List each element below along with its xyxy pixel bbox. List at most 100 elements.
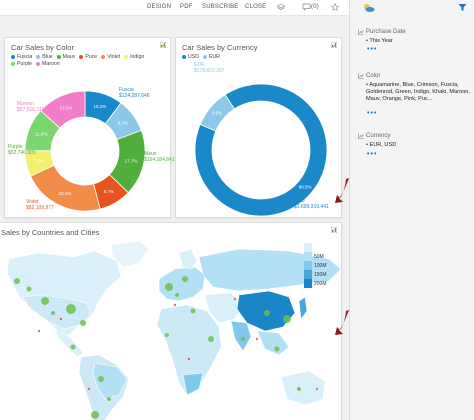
donut-slice-label: 7.0% [34, 158, 44, 163]
donut-slice-eur[interactable] [199, 94, 235, 132]
region-scandinavia [178, 248, 198, 270]
map-legend-swatch [304, 243, 312, 252]
filter-color-more-button[interactable]: ••• [367, 110, 378, 117]
pointer-arrow-icon [335, 310, 349, 335]
city-markers [14, 276, 301, 419]
layers-icon[interactable] [277, 3, 285, 11]
map-legend-swatch [304, 261, 312, 270]
city-marker [91, 411, 99, 419]
legend-label: Maroon [42, 61, 60, 67]
dashboard-canvas: Car Sales by Color Fuscia Blue Mauv Puce Vio… [0, 16, 349, 420]
legend-item[interactable]: Indigo [124, 54, 144, 60]
legend-label: EUR [208, 54, 220, 60]
world-map[interactable] [0, 239, 342, 420]
legend-label: Mauv [62, 54, 76, 60]
pdf-button[interactable]: PDF [180, 4, 193, 10]
region-brazil [92, 362, 128, 400]
legend-label: Fuscia [17, 54, 33, 60]
callout-maroon-name: Maroon [17, 101, 34, 107]
filter-currency-title[interactable]: Currency [366, 133, 391, 139]
city-markers-small [37, 297, 319, 391]
city-marker [182, 276, 188, 282]
callout-fuscia-name: Fuscia [119, 87, 134, 93]
close-button[interactable]: CLOSE [245, 4, 267, 10]
map-legend-row: 200M [304, 279, 327, 288]
legend-label: Purple [17, 61, 32, 67]
region-usa [22, 294, 92, 330]
chart-settings-icon[interactable] [331, 42, 337, 48]
legend-item[interactable]: EUR [202, 54, 220, 60]
map-legend-label: 150M [314, 271, 327, 278]
donut-slice-maroon[interactable] [40, 90, 86, 129]
legend-item[interactable]: Purple [11, 61, 32, 67]
map-legend-label: 200M [314, 280, 327, 287]
legend-item[interactable]: Blue [36, 54, 53, 60]
region-south-africa [182, 372, 204, 396]
map-legend-row: 100M [304, 261, 327, 270]
city-marker [241, 337, 245, 341]
filter-icon[interactable] [458, 3, 467, 12]
city-marker [107, 397, 111, 401]
city-marker [41, 297, 49, 305]
legend-item[interactable]: Maroon [36, 61, 60, 67]
legend-dot [182, 55, 186, 59]
filter-panel: Purchase Date • This Year ••• Color • Aq… [349, 0, 474, 420]
city-marker [187, 357, 191, 361]
legend-item[interactable]: Fuscia [11, 54, 32, 60]
city-marker [283, 315, 291, 323]
filter-purchase-date-title[interactable]: Purchase Date [366, 29, 406, 35]
currency-chart-legend: USD EUR [182, 54, 337, 61]
color-donut-chart: 10.2% 9.2% 17.7% 8.7% 22.1% 7.0% 11.6% 13.2% [24, 90, 146, 212]
chart-settings-icon[interactable] [331, 227, 337, 233]
map-legend: 50M 100M 150M 200M [304, 243, 327, 288]
legend-item[interactable]: Violet [101, 54, 120, 60]
filter-currency-more-button[interactable]: ••• [367, 151, 378, 158]
filter-purchase-date-more-button[interactable]: ••• [367, 46, 378, 53]
legend-item[interactable]: Puce [79, 54, 97, 60]
legend-label: Blue [42, 54, 53, 60]
donut-slice-label: 8.7% [104, 189, 114, 194]
city-marker [70, 344, 76, 350]
city-marker [66, 304, 76, 314]
chart-line-icon [358, 133, 364, 139]
city-marker [233, 297, 237, 301]
donut-slice-label: 17.7% [125, 158, 138, 163]
callout-purple-value: $52,740,001 [8, 150, 36, 156]
donut-slice-label: 11.6% [35, 131, 47, 136]
city-marker [98, 376, 104, 382]
region-southeast-asia [256, 330, 290, 356]
color-chart-title: Car Sales by Color [11, 43, 74, 52]
map-legend-row [304, 243, 327, 252]
city-marker [297, 387, 301, 391]
legend-item[interactable]: Mauv [56, 54, 76, 60]
map-legend-row: 150M [304, 270, 327, 279]
currency-chart-card: Car Sales by Currency USD EUR 90.5% 9.5% E… [175, 37, 342, 218]
subscribe-button[interactable]: SUBSCRIBE [202, 4, 239, 10]
design-button[interactable]: DESIGN [147, 4, 172, 10]
donut-slice-label: 9.2% [118, 121, 128, 126]
city-marker [173, 303, 177, 307]
filter-panel-header [350, 0, 474, 16]
star-icon[interactable] [331, 3, 339, 11]
filter-color-title[interactable]: Color [366, 73, 381, 79]
callout-purple-name: Purple [8, 144, 23, 150]
legend-dot [124, 55, 129, 59]
map-legend-swatch [304, 279, 312, 288]
chart-settings-icon[interactable] [160, 42, 166, 48]
region-greenland [110, 240, 150, 268]
chart-line-icon [358, 73, 364, 79]
map-title: Sales by Countries and Cities [1, 228, 100, 237]
legend-dot [79, 55, 84, 59]
region-middle-east [204, 292, 244, 324]
legend-dot [11, 62, 15, 66]
comment-icon[interactable] [302, 3, 311, 11]
legend-item[interactable]: USD [182, 54, 199, 60]
comment-count[interactable]: (0) [311, 4, 319, 10]
sun-cloud-icon[interactable] [363, 3, 375, 13]
city-marker [59, 317, 63, 321]
legend-label: USD [188, 54, 199, 60]
city-marker [315, 387, 319, 391]
filter-purchase-date-value: • This Year [366, 38, 393, 44]
callout-fuscia-value: $124,287,646 [119, 93, 150, 99]
donut-slice-usd[interactable] [194, 83, 328, 217]
